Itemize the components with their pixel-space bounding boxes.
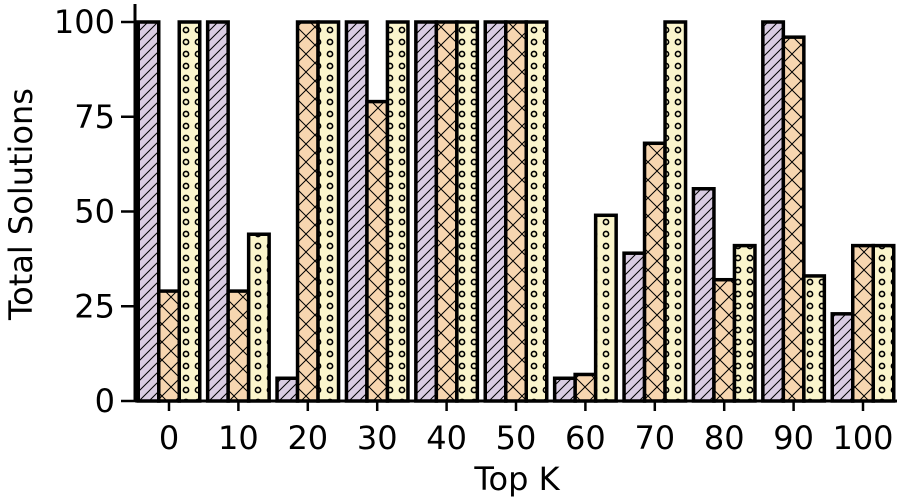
x-tick-label: 100 xyxy=(832,419,893,457)
y-tick-label: 0 xyxy=(95,382,115,420)
x-tick-label: 10 xyxy=(218,419,259,457)
x-tick-label: 0 xyxy=(159,419,179,457)
y-tick-label: 50 xyxy=(74,193,115,231)
bar-hatch-series-1-20 xyxy=(275,376,300,403)
y-tick-label: 75 xyxy=(74,98,115,136)
axes-group: 0 10 20 30 40 50 60 70 80 90 100 0 25 50 75 100 xyxy=(54,3,897,457)
bar-hatch-series-1-0 xyxy=(136,20,161,403)
bar-hatch-series-3-10 xyxy=(246,232,271,403)
x-tick-label: 90 xyxy=(773,419,814,457)
x-tick-label: 40 xyxy=(426,419,467,457)
x-tick-label: 30 xyxy=(357,419,398,457)
bar-hatch-series-1-70 xyxy=(622,251,647,403)
bar-hatch-series-1-10 xyxy=(205,20,230,403)
bar-hatch-series-2-0 xyxy=(157,289,181,403)
bar-hatch-series-2-80 xyxy=(712,277,737,403)
bar-hatch-series-3-30 xyxy=(385,20,410,403)
bar-hatch-series-1-50 xyxy=(483,20,508,403)
bar-hatch-series-2-60 xyxy=(573,372,598,403)
x-tick-label: 20 xyxy=(287,419,328,457)
bar-hatch-series-2-30 xyxy=(365,99,390,403)
bar-hatch-series-1-80 xyxy=(691,187,716,403)
bar-hatch-series-1-30 xyxy=(344,20,369,403)
bar-hatch-series-2-40 xyxy=(434,20,459,403)
bar-hatch-series-3-90 xyxy=(802,274,827,403)
x-tick-label: 50 xyxy=(496,419,537,457)
bar-hatch-series-2-100 xyxy=(851,243,875,403)
x-tick-label: 80 xyxy=(704,419,745,457)
bar-hatch-series-3-40 xyxy=(455,20,480,403)
x-tick-label: 60 xyxy=(565,419,606,457)
bar-hatch-series-2-20 xyxy=(295,20,320,403)
bar-hatch-series-1-40 xyxy=(414,20,439,403)
bar-hatch-series-3-20 xyxy=(316,20,341,403)
bar-hatch-series-2-90 xyxy=(781,35,806,403)
bar-hatch-series-3-70 xyxy=(663,20,688,403)
y-tick-label: 100 xyxy=(54,3,115,41)
bar-hatch-series-3-50 xyxy=(524,20,549,403)
x-tick-label: 70 xyxy=(634,419,675,457)
bar-hatch-series-2-10 xyxy=(226,289,251,403)
bar-hatch-series-3-0 xyxy=(177,20,202,403)
bar-hatch-series-3-100 xyxy=(871,243,896,403)
bar-hatch-series-2-50 xyxy=(504,20,528,403)
bar-hatch-series-1-90 xyxy=(761,20,786,403)
bar-hatch-series-3-80 xyxy=(732,243,757,403)
x-axis-title: Top K xyxy=(473,460,560,498)
bar-hatch-series-1-100 xyxy=(830,312,855,403)
bars-group xyxy=(136,20,896,403)
y-axis-title: Total Solutions xyxy=(2,88,40,321)
y-tick-label: 25 xyxy=(74,287,115,325)
bar-hatch-series-1-60 xyxy=(552,376,577,403)
bar-hatch-series-3-60 xyxy=(593,213,618,403)
bar-hatch-series-2-70 xyxy=(642,141,667,403)
